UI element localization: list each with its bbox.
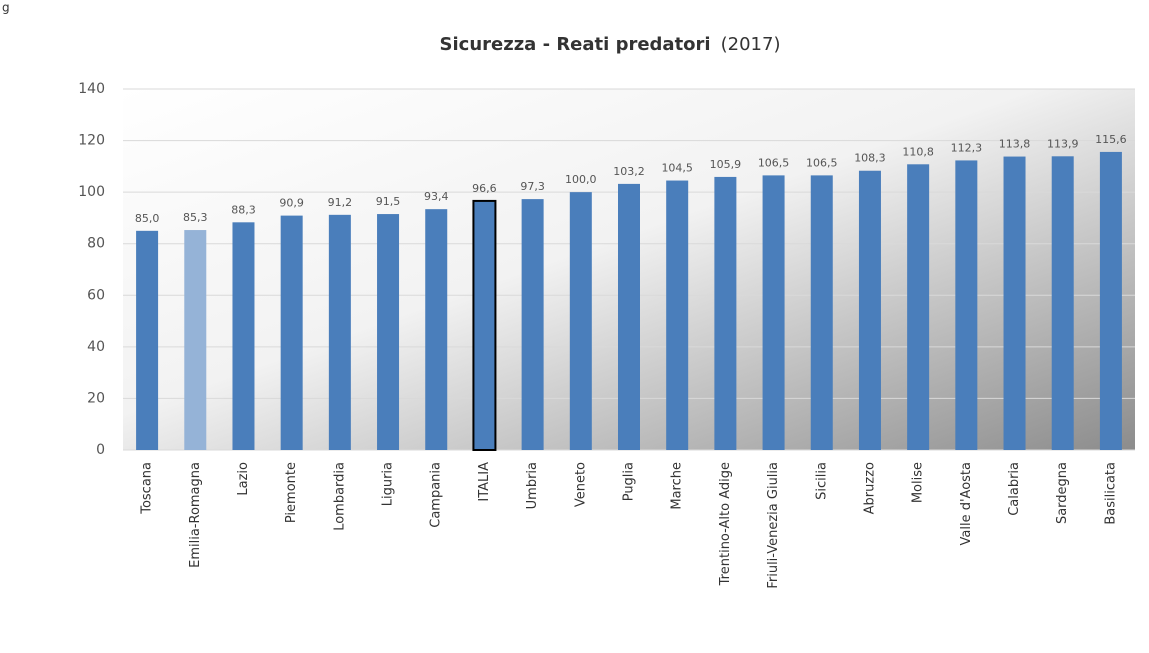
value-label: 85,3 (183, 211, 208, 224)
x-tick-label: Veneto (573, 462, 588, 507)
bar (714, 176, 737, 450)
bar (858, 170, 881, 450)
bar (280, 215, 303, 450)
value-label: 115,6 (1095, 133, 1127, 146)
title-year: (2017) (721, 34, 781, 55)
bar (666, 180, 689, 450)
value-label: 110,8 (902, 145, 934, 158)
title-main: Sicurezza - Reati predatori (440, 34, 711, 55)
bar (762, 175, 785, 450)
y-tick-label: 140 (78, 81, 105, 97)
bar (1051, 156, 1074, 450)
x-tick-label: Puglia (622, 462, 637, 501)
bar (472, 199, 497, 451)
x-tick-label: Basilicata (1103, 462, 1118, 525)
x-tick-label: Piemonte (284, 462, 299, 523)
value-label: 103,2 (613, 165, 645, 178)
x-tick-label: Sardegna (1055, 462, 1070, 524)
x-tick-label: Campania (429, 462, 444, 528)
bar (1099, 151, 1122, 450)
x-tick-label: Sicilia (814, 462, 829, 500)
caption: g (2, 1, 10, 15)
x-tick-label: Calabria (1007, 462, 1022, 516)
value-label: 93,4 (424, 190, 449, 203)
bar (955, 160, 978, 450)
value-label: 85,0 (135, 212, 160, 225)
value-label: 97,3 (520, 180, 545, 193)
value-label: 108,3 (854, 152, 886, 165)
x-tick-label: Abruzzo (862, 462, 877, 514)
x-tick-label: Marche (670, 462, 685, 510)
x-tick-label: Lazio (236, 462, 251, 496)
y-tick-label: 100 (78, 184, 105, 200)
bar (377, 214, 400, 450)
bar (907, 164, 930, 450)
value-label: 113,8 (999, 138, 1031, 151)
value-label: 104,5 (661, 162, 693, 175)
value-label: 96,6 (472, 182, 497, 195)
bar (521, 199, 544, 450)
value-label: 91,2 (328, 196, 353, 209)
y-tick-label: 0 (96, 442, 105, 458)
chart-title: Sicurezza - Reati predatori (2017) (440, 34, 781, 55)
bar (810, 175, 833, 450)
value-label: 113,9 (1047, 137, 1079, 150)
value-label: 106,5 (758, 156, 790, 169)
value-label: 105,9 (710, 158, 742, 171)
value-label: 88,3 (231, 203, 256, 216)
y-tick-label: 80 (87, 236, 105, 252)
x-tick-label: Toscana (140, 462, 155, 515)
x-tick-label: Liguria (381, 462, 396, 506)
x-tick-label: Molise (911, 462, 926, 503)
value-label: 100,0 (565, 173, 597, 186)
x-tick-label: ITALIA (477, 462, 492, 502)
bar (184, 230, 207, 450)
bar (136, 230, 159, 450)
y-tick-label: 120 (78, 133, 105, 149)
x-tick-label: Emilia-Romagna (188, 462, 203, 568)
value-label: 112,3 (951, 141, 983, 154)
x-tick-label: Lombardia (332, 462, 347, 531)
bar (425, 209, 448, 450)
bar (1003, 156, 1026, 450)
x-tick-label: Valle d'Aosta (959, 462, 974, 545)
y-tick-label: 40 (87, 339, 105, 355)
x-tick-label: Friuli-Venezia Giulia (766, 462, 781, 589)
value-label: 90,9 (279, 197, 304, 210)
y-tick-label: 60 (87, 287, 105, 303)
value-label: 91,5 (376, 195, 401, 208)
bar (232, 222, 255, 450)
x-tick-label: Trentino-Alto Adige (718, 462, 733, 586)
y-tick-label: 20 (87, 390, 105, 406)
bar (569, 192, 592, 450)
value-label: 106,5 (806, 156, 838, 169)
bar (328, 214, 351, 450)
bar (618, 183, 640, 451)
x-tick-label: Umbria (525, 462, 540, 509)
